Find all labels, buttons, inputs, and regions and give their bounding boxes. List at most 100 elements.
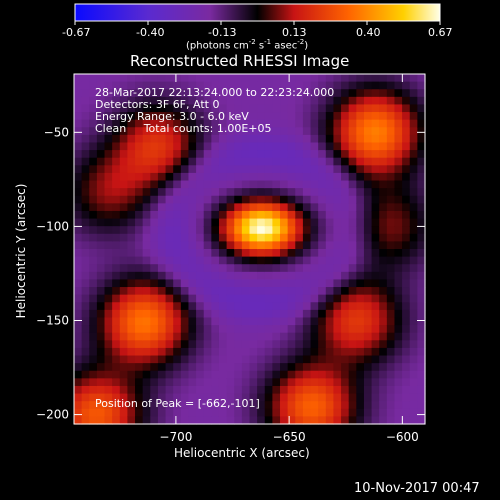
heatmap-cell (356, 408, 365, 417)
heatmap-cell (74, 370, 83, 379)
heatmap-cell (310, 226, 319, 235)
heatmap-cell (264, 157, 273, 166)
heatmap-cell (287, 325, 296, 334)
heatmap-cell (96, 157, 106, 166)
heatmap-cell (241, 104, 251, 113)
heatmap-cell (394, 302, 403, 311)
heatmap-cell (295, 378, 304, 387)
heatmap-cell (386, 264, 396, 273)
heatmap-cell (165, 218, 174, 227)
heatmap-cell (218, 74, 228, 83)
heatmap-cell (341, 408, 350, 417)
heatmap-cell (112, 218, 121, 227)
units-exp: -2 (248, 38, 256, 46)
heatmap-cell (104, 385, 113, 395)
heatmap-cell (295, 347, 304, 357)
heatmap-cell (371, 134, 380, 144)
heatmap-cell (234, 134, 243, 144)
heatmap-cell (417, 287, 426, 296)
heatmap-cell (386, 203, 396, 212)
heatmap-cell (112, 325, 121, 334)
heatmap-cell (89, 249, 98, 258)
heatmap-cell (394, 408, 403, 417)
heatmap-cell (333, 294, 342, 303)
heatmap-cell (234, 416, 243, 425)
colorbar-tick-label: -0.40 (136, 26, 165, 39)
heatmap-cell (386, 188, 396, 197)
heatmap-cell (127, 188, 136, 197)
heatmap-cell (119, 271, 129, 281)
heatmap-cell (295, 218, 304, 227)
heatmap-cell (157, 363, 167, 372)
heatmap-cell (211, 355, 220, 364)
heatmap-cell (325, 233, 335, 242)
heatmap-plot: −700 −650 −600−50−100−150−200 (36, 73, 426, 444)
heatmap-cell (173, 127, 182, 136)
heatmap-cell (173, 165, 182, 174)
heatmap-cell (379, 188, 388, 197)
heatmap-cell (249, 89, 258, 98)
heatmap-cell (371, 157, 380, 166)
heatmap-cell (371, 401, 380, 410)
heatmap-cell (363, 279, 373, 288)
heatmap-cell (241, 347, 251, 357)
heatmap-cell (325, 157, 335, 166)
heatmap-cell (341, 180, 350, 189)
heatmap-cell (119, 241, 129, 250)
heatmap-cell (325, 195, 335, 204)
heatmap-cell (218, 294, 228, 303)
heatmap-cell (119, 370, 129, 379)
heatmap-cell (165, 393, 174, 402)
heatmap-cell (249, 385, 258, 395)
heatmap-cell (226, 332, 235, 341)
heatmap-cell (363, 309, 373, 319)
heatmap-cell (188, 378, 197, 387)
y-tick-label: −200 (36, 408, 69, 422)
heatmap-cell (379, 165, 388, 174)
heatmap-cell (241, 294, 251, 303)
heatmap-cell (371, 172, 380, 182)
heatmap-cell (333, 363, 342, 372)
heatmap-cell (74, 302, 83, 311)
heatmap-cell (165, 203, 174, 212)
heatmap-cell (295, 104, 304, 113)
heatmap-cell (180, 249, 190, 258)
heatmap-cell (249, 393, 258, 402)
heatmap-cell (333, 332, 342, 341)
info-line: 28-Mar-2017 22:13:24.000 to 22:23:24.000 (95, 86, 335, 99)
heatmap-cell (173, 195, 182, 204)
heatmap-cell (81, 210, 90, 220)
heatmap-cell (295, 134, 304, 144)
heatmap-cell (142, 271, 151, 281)
heatmap-cell (379, 112, 388, 121)
heatmap-cell (302, 226, 312, 235)
heatmap-cell (211, 370, 220, 379)
heatmap-cell (348, 294, 357, 303)
heatmap-cell (142, 309, 151, 319)
heatmap-cell (363, 195, 373, 204)
heatmap-cell (386, 195, 396, 204)
heatmap-cell (402, 408, 411, 417)
heatmap-cell (157, 264, 167, 273)
heatmap-cell (394, 347, 403, 357)
heatmap-cell (257, 233, 266, 242)
heatmap-cell (234, 271, 243, 281)
heatmap-cell (280, 218, 289, 227)
heatmap-cell (234, 401, 243, 410)
heatmap-cell (165, 96, 174, 106)
heatmap-cell (287, 416, 296, 425)
heatmap-cell (409, 302, 418, 311)
heatmap-cell (241, 378, 251, 387)
heatmap-cell (241, 226, 251, 235)
heatmap-cell (81, 401, 90, 410)
heatmap-cell (325, 180, 335, 189)
heatmap-cell (157, 210, 167, 220)
heatmap-cell (119, 218, 129, 227)
heatmap-cell (318, 165, 327, 174)
heatmap-cell (348, 370, 357, 379)
heatmap-cell (333, 150, 342, 159)
heatmap-cell (165, 264, 174, 273)
heatmap-cell (341, 127, 350, 136)
heatmap-cell (74, 112, 83, 121)
heatmap-cell (74, 340, 83, 349)
